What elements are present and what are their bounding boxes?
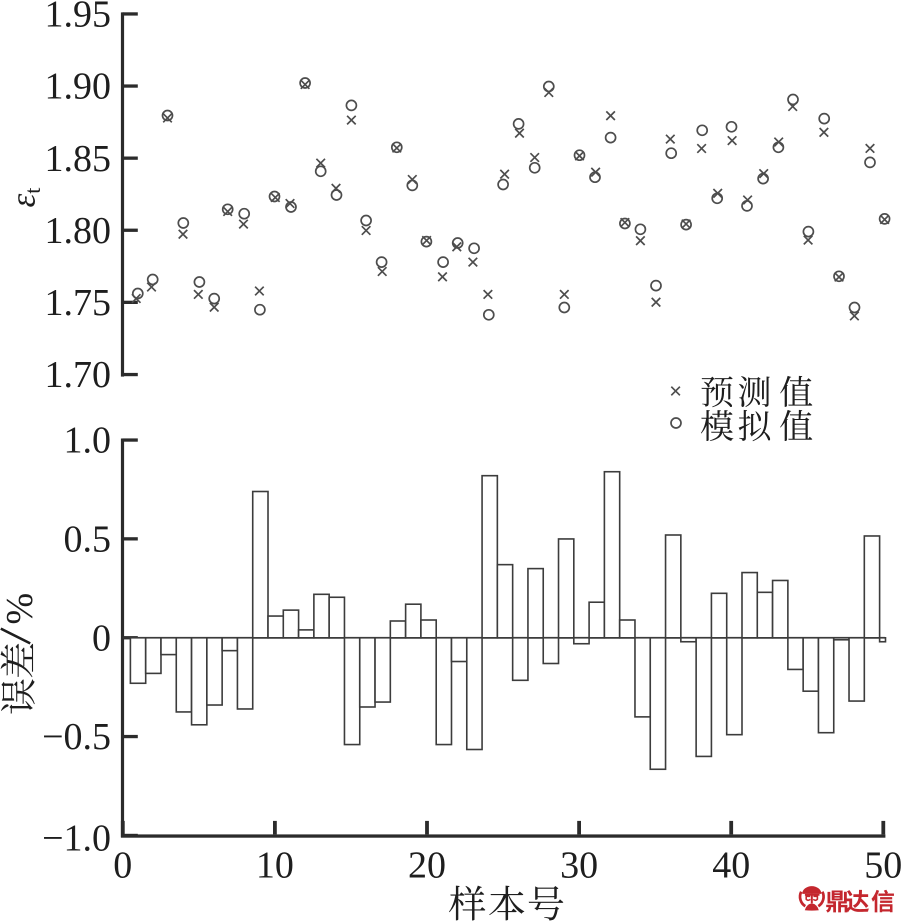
svg-text:10: 10 [256, 845, 294, 887]
svg-text:1.70: 1.70 [45, 354, 112, 396]
svg-text:εt: εt [4, 188, 46, 208]
svg-text:30: 30 [560, 845, 598, 887]
svg-text:1.75: 1.75 [45, 282, 112, 324]
svg-text:0: 0 [92, 617, 111, 659]
svg-text:1.80: 1.80 [45, 210, 112, 252]
svg-text:−1.0: −1.0 [42, 818, 111, 860]
svg-text:1.85: 1.85 [45, 138, 112, 180]
svg-text:50: 50 [864, 845, 901, 887]
svg-text:1.0: 1.0 [64, 420, 112, 462]
svg-text:%: % [0, 593, 41, 625]
svg-text:40: 40 [712, 845, 750, 887]
svg-text:0.5: 0.5 [64, 519, 112, 561]
svg-text:20: 20 [408, 845, 446, 887]
svg-text:0: 0 [113, 845, 132, 887]
svg-text:−0.5: −0.5 [42, 716, 111, 758]
svg-text:1.95: 1.95 [45, 0, 112, 36]
svg-text:1.90: 1.90 [45, 66, 112, 108]
